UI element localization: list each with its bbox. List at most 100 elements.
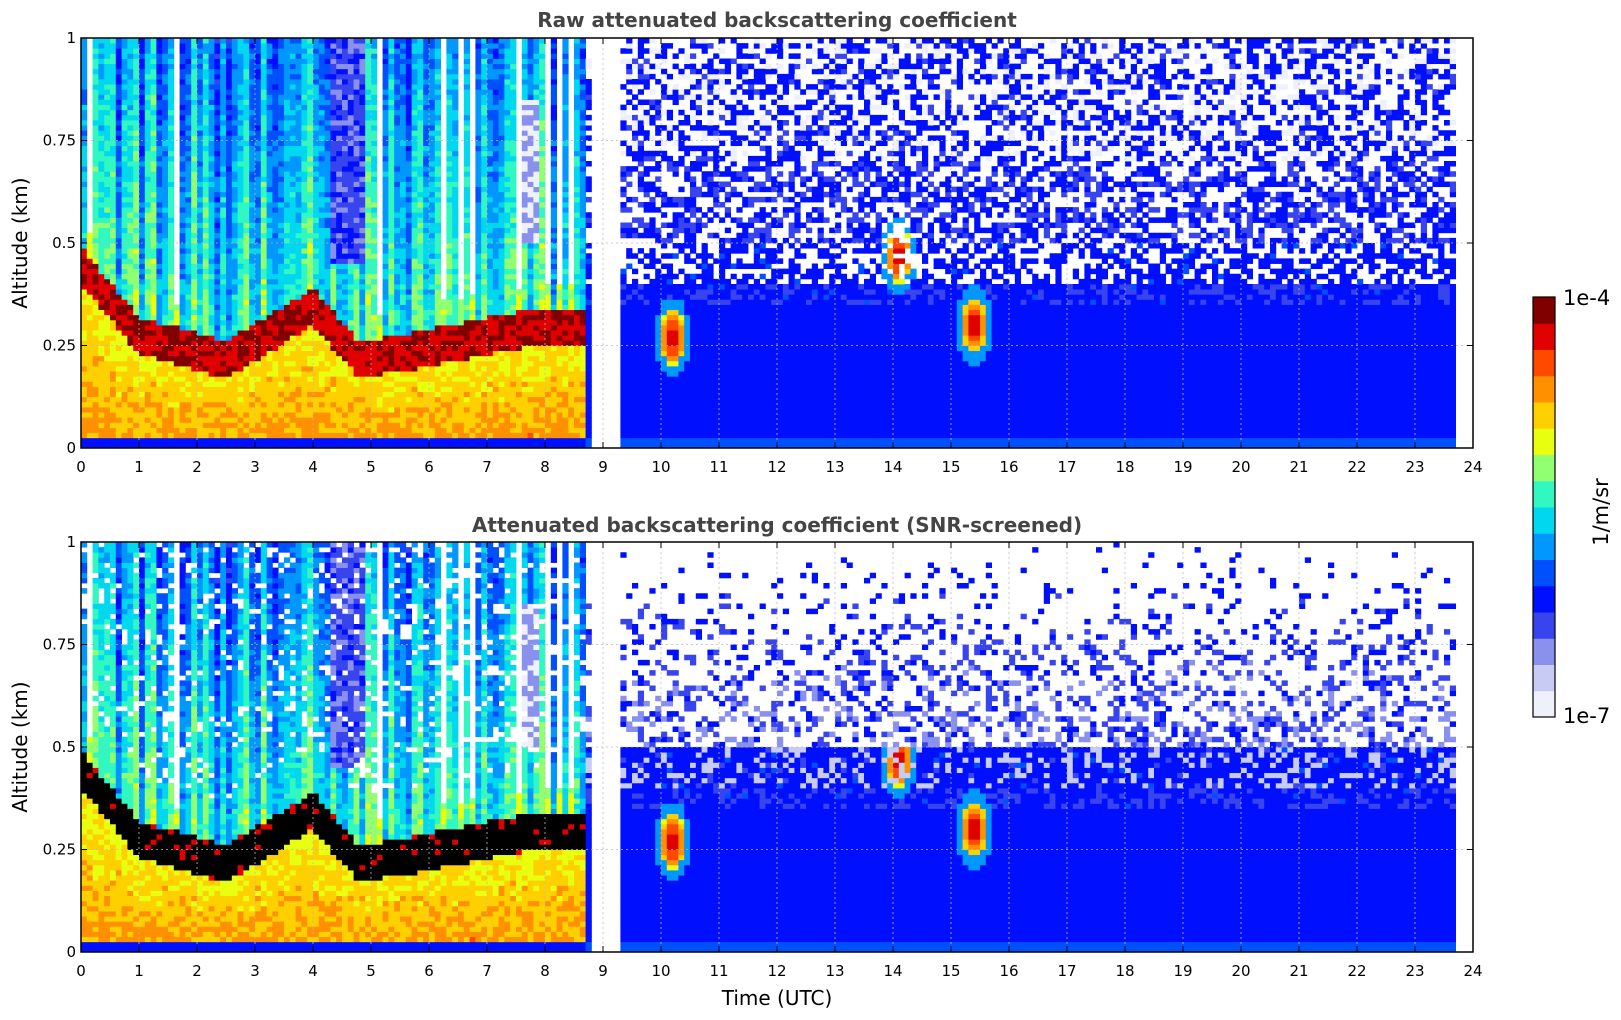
heatmap-cell [185, 371, 192, 377]
heatmap-cell [295, 99, 302, 106]
heatmap-cell [243, 196, 250, 203]
heatmap-cell [446, 386, 453, 393]
heatmap-cell [139, 335, 146, 341]
heatmap-cell [115, 38, 122, 44]
heatmap-cell [365, 176, 372, 182]
heatmap-cell [434, 258, 441, 264]
heatmap-cell [127, 68, 134, 75]
heatmap-cell [278, 284, 285, 290]
heatmap-cell [353, 191, 360, 198]
heatmap-cell [237, 94, 244, 100]
heatmap-cell [237, 294, 244, 300]
heatmap-cell [144, 412, 151, 418]
heatmap-cell [144, 171, 151, 177]
heatmap-cell [156, 217, 163, 223]
heatmap-cell [156, 401, 163, 408]
heatmap-cell [411, 243, 418, 249]
heatmap-cell [452, 186, 459, 193]
heatmap-cell [104, 94, 111, 100]
heatmap-cell [417, 407, 424, 413]
heatmap-cell [231, 253, 238, 259]
heatmap-cell [376, 360, 383, 367]
heatmap-cell [440, 299, 447, 305]
heatmap-cell [272, 289, 279, 295]
heatmap-cell [162, 325, 169, 331]
heatmap-cell [92, 330, 99, 336]
heatmap-cell [133, 109, 140, 116]
heatmap-cell [133, 304, 140, 311]
heatmap-cell [185, 237, 192, 244]
heatmap-cell [376, 442, 383, 448]
heatmap-cell [243, 227, 250, 234]
heatmap-cell [411, 360, 418, 367]
heatmap-cell [423, 386, 430, 393]
heatmap-cell [330, 412, 337, 418]
heatmap-cell [231, 186, 238, 193]
heatmap-cell [115, 73, 122, 80]
heatmap-cell [214, 304, 221, 311]
heatmap-cell [98, 243, 105, 249]
heatmap-cell [307, 386, 314, 393]
heatmap-cell [162, 371, 169, 377]
heatmap-cell [394, 120, 401, 126]
heatmap-cell [347, 161, 354, 167]
heatmap-cell [411, 258, 418, 264]
heatmap-cell [313, 176, 320, 182]
heatmap-cell [307, 166, 314, 172]
heatmap-cell [115, 350, 122, 357]
heatmap-cell [156, 360, 163, 367]
heatmap-cell [150, 196, 157, 203]
heatmap-cell [394, 278, 401, 285]
heatmap-cell [162, 278, 169, 285]
heatmap-cell [255, 79, 262, 85]
heatmap-cell [417, 304, 424, 311]
heatmap-cell [127, 104, 134, 111]
heatmap-cell [400, 217, 407, 223]
heatmap-cell [388, 304, 395, 311]
heatmap-cell [434, 355, 441, 362]
heatmap-cell [411, 125, 418, 131]
heatmap-cell [92, 196, 99, 203]
heatmap-cell [121, 442, 128, 448]
heatmap-cell [336, 330, 343, 336]
heatmap-cell [110, 104, 117, 111]
heatmap-cell [86, 232, 93, 239]
heatmap-cell [202, 79, 209, 85]
heatmap-cell [202, 155, 209, 162]
heatmap-cell [220, 386, 227, 393]
heatmap-cell [440, 432, 447, 439]
heatmap-cell [255, 48, 262, 54]
heatmap-cell [295, 114, 302, 121]
heatmap-cell [104, 350, 111, 357]
heatmap-cell [365, 391, 372, 398]
heatmap-cell [156, 176, 163, 182]
heatmap-cell [342, 120, 349, 126]
heatmap-cell [115, 84, 122, 90]
heatmap-cell [400, 299, 407, 305]
heatmap-cell [249, 58, 256, 65]
heatmap-cell [359, 43, 366, 49]
heatmap-cell [150, 207, 157, 213]
heatmap-cell [307, 314, 314, 321]
heatmap-cell [162, 319, 169, 326]
heatmap-cell [382, 43, 389, 49]
heatmap-cell [162, 176, 169, 182]
heatmap-cell [144, 371, 151, 377]
heatmap-cell [110, 48, 117, 54]
heatmap-cell [255, 43, 262, 49]
heatmap-cell [301, 109, 308, 116]
heatmap-cell [214, 422, 221, 428]
heatmap-cell [446, 294, 453, 300]
heatmap-cell [359, 294, 366, 300]
heatmap-cell [307, 155, 314, 162]
heatmap-cell [429, 63, 436, 70]
heatmap-cell [342, 299, 349, 305]
heatmap-cell [371, 309, 378, 316]
heatmap-cell [121, 432, 128, 439]
heatmap-cell [156, 284, 163, 290]
heatmap-cell [104, 248, 111, 254]
heatmap-cell [150, 427, 157, 434]
heatmap-cell [405, 355, 412, 362]
heatmap-cell [121, 227, 128, 234]
heatmap-cell [156, 350, 163, 357]
